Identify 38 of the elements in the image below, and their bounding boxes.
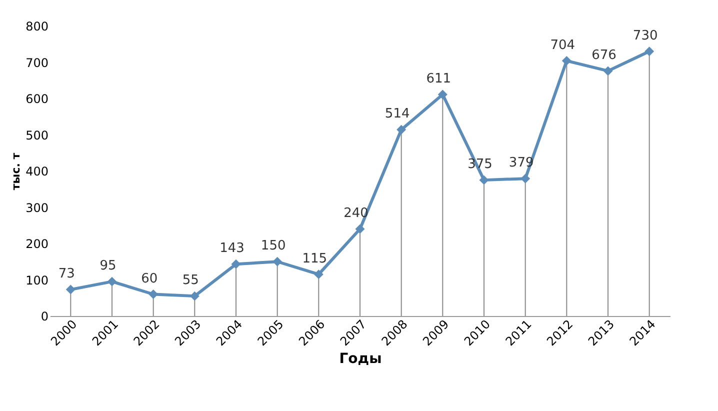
y-tick-label: 0	[40, 310, 48, 324]
data-label: 704	[550, 38, 576, 53]
x-axis-title: Годы	[339, 350, 382, 367]
data-label: 611	[426, 72, 452, 87]
data-label: 676	[592, 48, 616, 63]
data-label: 143	[220, 241, 244, 256]
data-label: 514	[384, 106, 410, 122]
y-tick-label: 600	[26, 92, 48, 106]
data-label: 95	[100, 258, 116, 274]
point	[272, 256, 282, 266]
data-label: 115	[302, 251, 328, 266]
y-tick-label: 400	[26, 164, 48, 178]
data-label: 73	[58, 266, 75, 282]
point	[644, 46, 654, 56]
point	[562, 56, 572, 66]
point	[396, 124, 406, 134]
y-axis-title: тыс. т	[10, 152, 23, 190]
y-tick-label: 100	[26, 273, 48, 288]
y-tick-label: 700	[26, 56, 48, 70]
y-tick-label: 800	[26, 20, 48, 34]
y-tick-label: 300	[26, 200, 48, 215]
point	[603, 66, 613, 76]
data-label: 730	[632, 28, 658, 44]
point	[479, 175, 489, 185]
point	[107, 276, 117, 286]
point	[190, 291, 200, 301]
data-label: 60	[141, 271, 158, 286]
data-label: 55	[182, 273, 199, 288]
point	[355, 224, 365, 234]
y-tick-label: 500	[26, 128, 48, 142]
point	[438, 90, 448, 100]
data-label: 150	[260, 238, 286, 254]
point	[66, 284, 76, 294]
point	[148, 290, 158, 299]
point	[314, 270, 324, 280]
point	[231, 259, 241, 269]
y-tick-label: 200	[26, 237, 48, 251]
point	[520, 174, 530, 184]
